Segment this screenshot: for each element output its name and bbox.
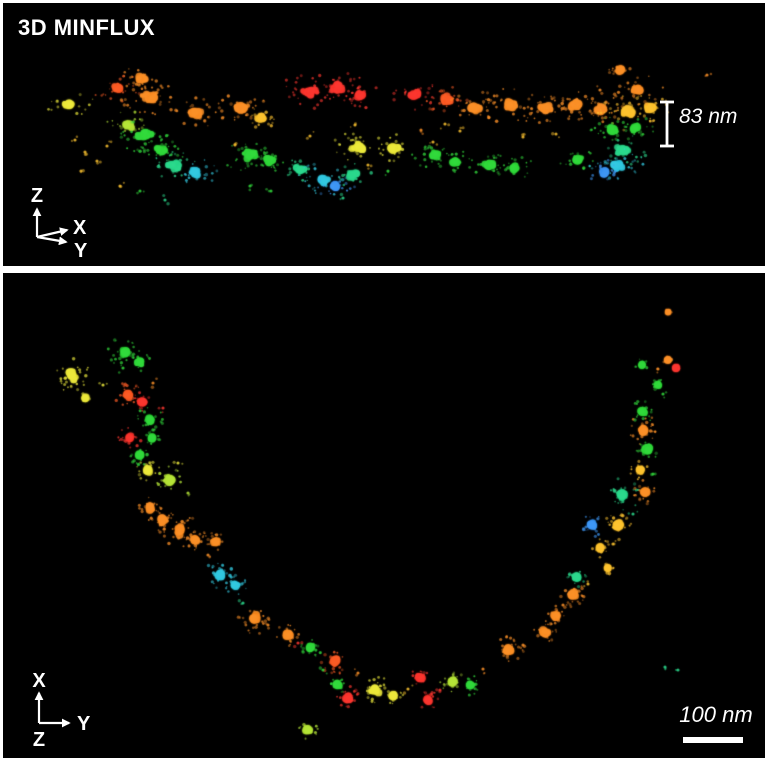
axis-indicator-side-view: Z X Y	[31, 185, 88, 262]
axis-label-x: X	[32, 670, 46, 692]
figure-title: 3D MINFLUX	[18, 15, 155, 40]
scale-bar-label: 100 nm	[679, 702, 753, 727]
axis-label-y: Y	[74, 240, 88, 262]
axis-label-y: Y	[77, 713, 91, 735]
axis-label-z: Z	[33, 729, 45, 751]
depth-scale-label: 83 nm	[679, 105, 738, 128]
side-view-panel: 3D MINFLUX 83 nm Z X Y	[3, 3, 765, 266]
axis-indicator-top-view: X Y Z	[32, 670, 91, 751]
axis-label-z: Z	[31, 185, 43, 207]
top-view-panel: X Y Z 100 nm	[3, 273, 765, 758]
depth-scale-ibeam	[660, 100, 674, 148]
axis-label-x: X	[73, 217, 87, 239]
top-view-scatter-canvas	[3, 273, 765, 758]
scale-bar	[683, 737, 743, 743]
side-view-scatter-canvas	[3, 3, 765, 266]
